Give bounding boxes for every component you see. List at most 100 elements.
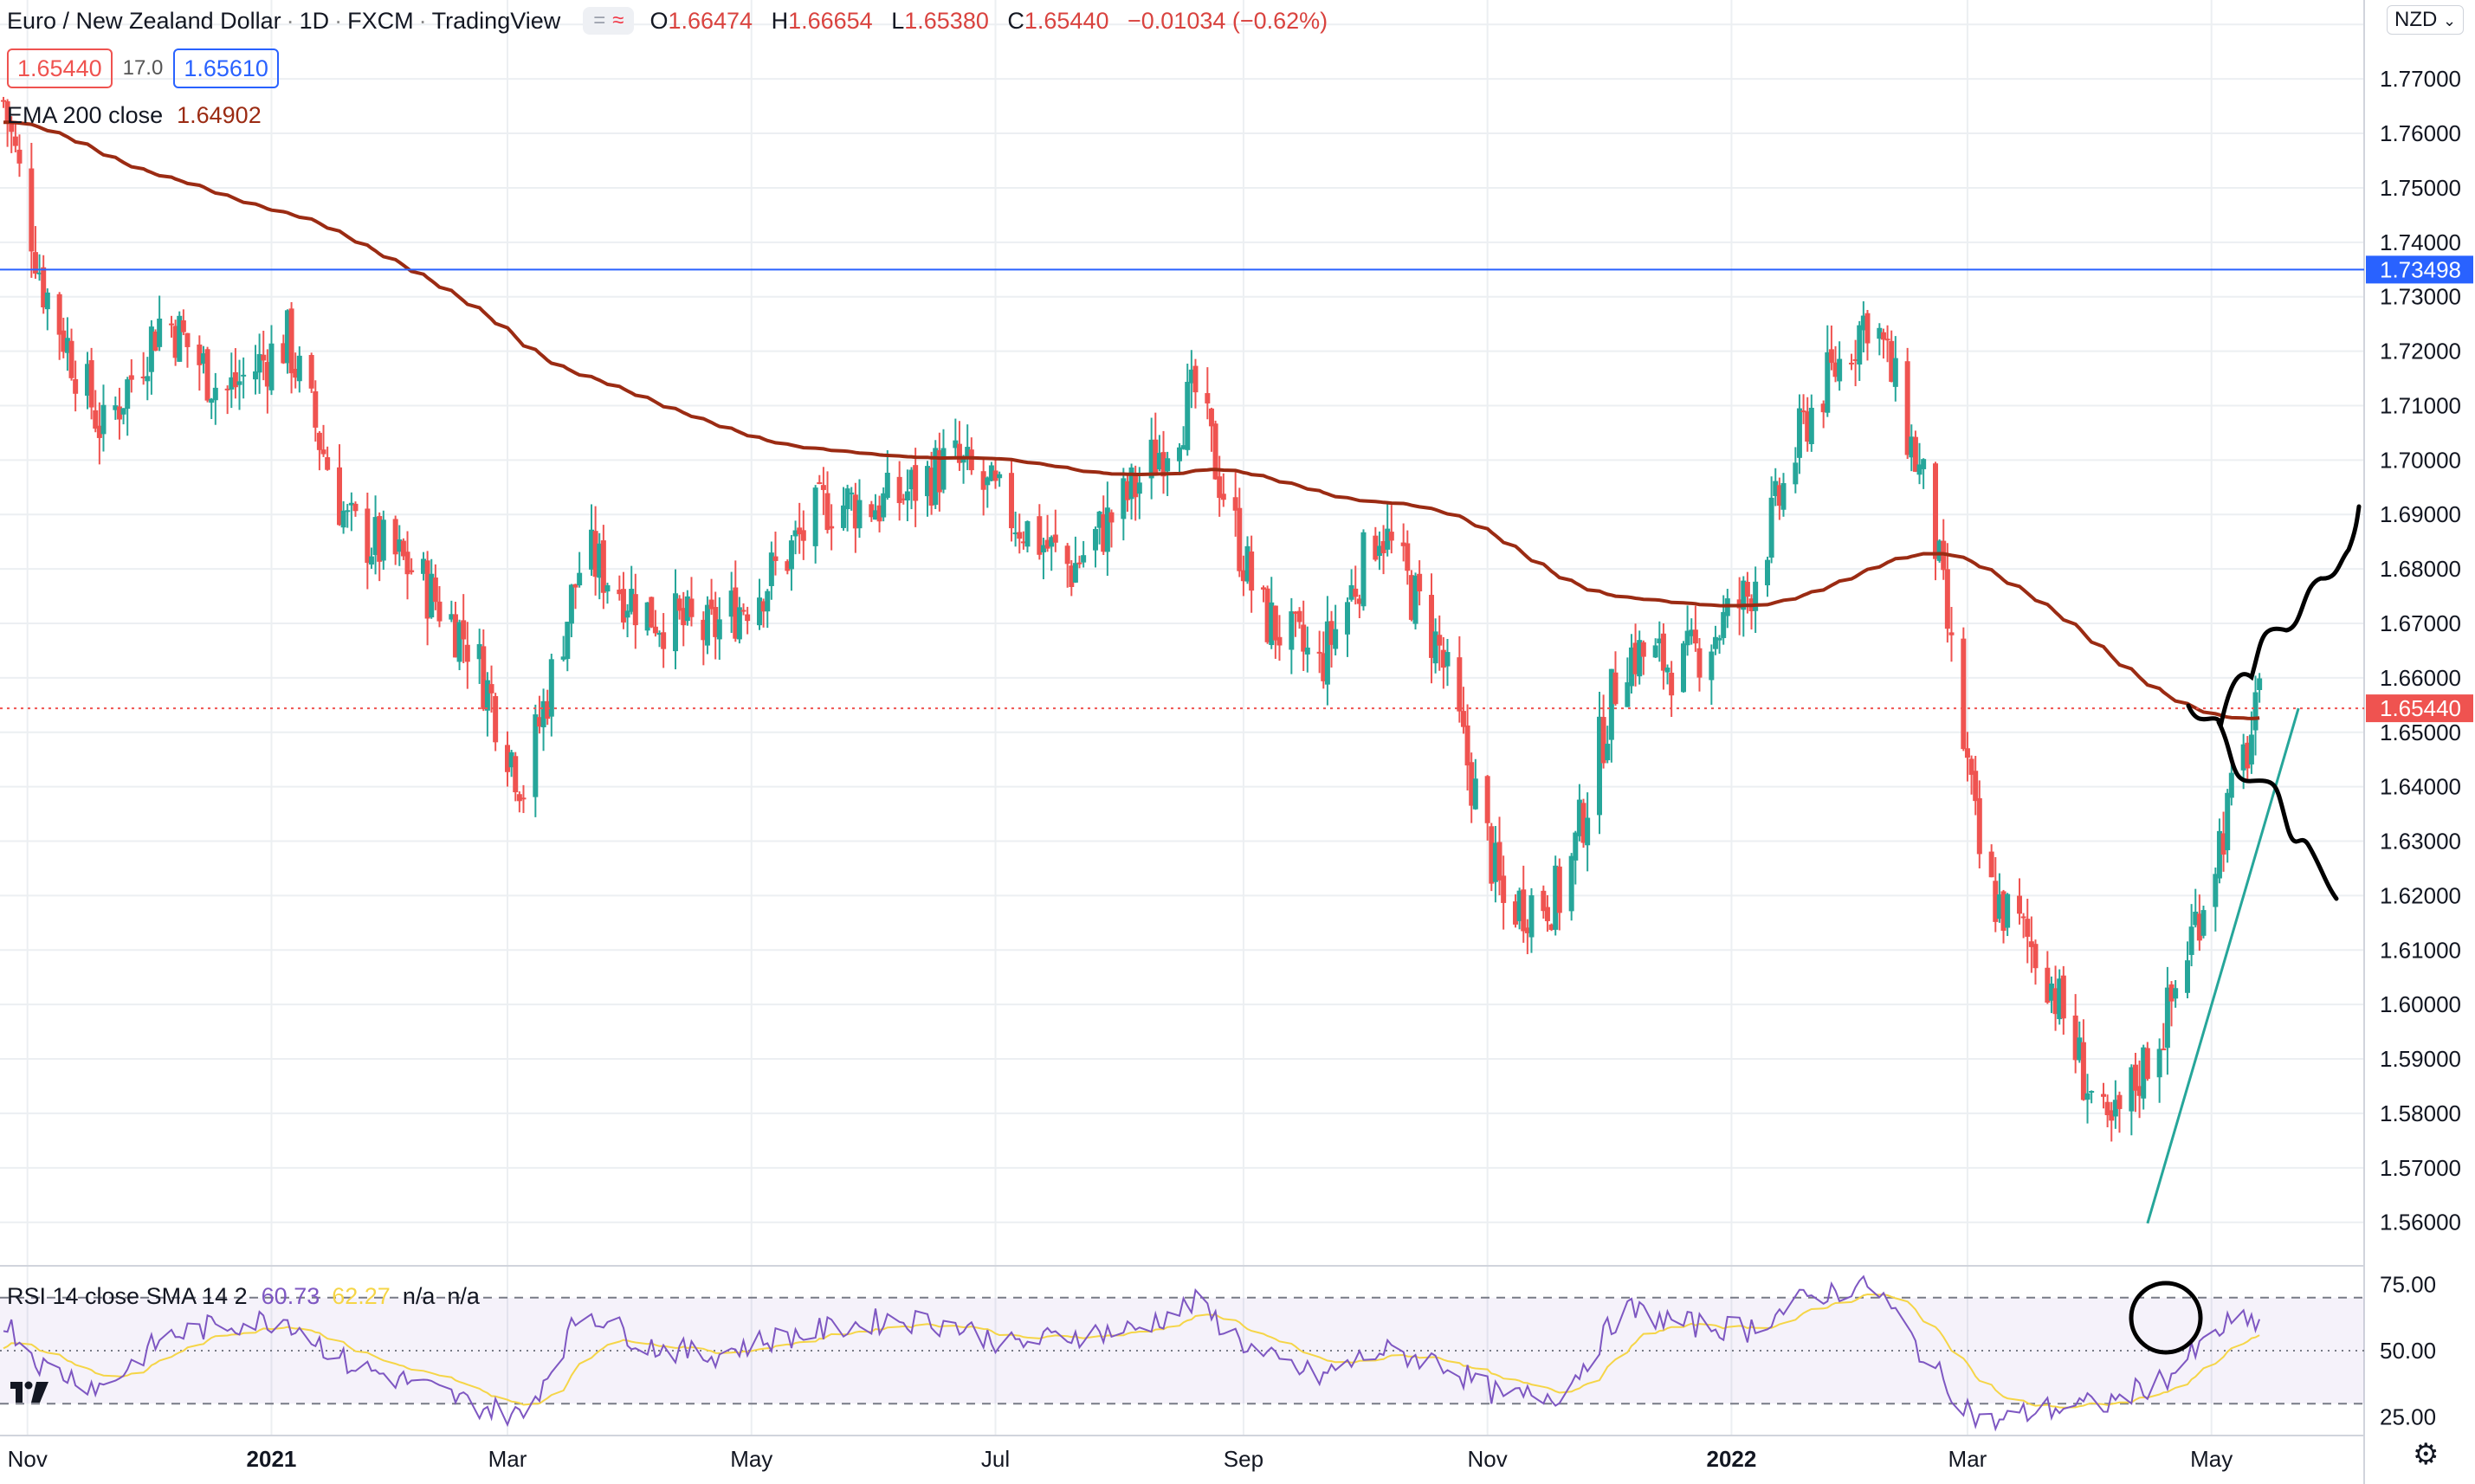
currency-button[interactable]: NZD ⌄ (2387, 5, 2465, 35)
candle-body (2240, 744, 2246, 771)
candle-body (1652, 645, 1658, 658)
settings-gear-icon[interactable]: ⚙ (2413, 1438, 2439, 1471)
rsi-legend[interactable]: RSI 14 close SMA 14 2 60.73 62.27 n/a n/… (7, 1283, 480, 1310)
price-axis-background (2365, 0, 2475, 1484)
candle-body (1124, 481, 1130, 500)
candle-body (264, 362, 270, 387)
candle-body (1556, 866, 1562, 913)
candle-body (548, 659, 554, 717)
candle-body (1968, 758, 1974, 775)
candle-body (644, 602, 650, 631)
candle-body (461, 620, 467, 640)
candle-body (797, 527, 803, 535)
candle-body (904, 491, 910, 501)
candle-body (1892, 358, 1898, 387)
candle-body (404, 552, 410, 575)
candle-body (1912, 436, 1918, 472)
candle-body (1156, 453, 1162, 470)
candle-body (1185, 382, 1191, 450)
legend-separator: · (418, 7, 427, 34)
candle-body (29, 168, 35, 252)
candle-body (488, 684, 494, 694)
scenario-scribble[interactable] (2186, 504, 2362, 729)
trendline[interactable] (2146, 707, 2300, 1224)
candle-body (1628, 647, 1634, 687)
candle-body (169, 323, 174, 326)
rsi-tick-label: 75.00 (2380, 1271, 2436, 1297)
last-price-badge-bg (2366, 694, 2473, 723)
candle-body (1933, 463, 1938, 559)
candle-body (152, 331, 158, 352)
candle-body (157, 318, 163, 347)
candle-body (1276, 636, 1283, 646)
candle-body (896, 476, 902, 504)
rsi-highlight-circle[interactable] (2129, 1281, 2203, 1355)
candle-body (372, 517, 378, 556)
candle-body (100, 404, 107, 435)
ask-button[interactable]: 1.65610 (173, 48, 279, 88)
rsi-sma-legend-value: 62.27 (332, 1283, 391, 1309)
horizontal-level-badge-bg (2366, 255, 2473, 284)
candle-body (1612, 672, 1619, 705)
price-tick-label: 1.62000 (2380, 882, 2461, 908)
symbol-name[interactable]: Euro / New Zealand Dollar (7, 7, 281, 34)
candle-body (713, 607, 719, 637)
scenario-scribble-down[interactable] (2216, 719, 2339, 901)
time-axis[interactable]: Nov 2021 Mar May Jul Sep Nov 2022 Mar May (8, 1446, 2233, 1472)
candle-body (788, 540, 794, 570)
candle-body (1072, 563, 1078, 583)
candle-body (1993, 881, 1999, 922)
candle-body (241, 374, 247, 377)
tradingview-logo-icon[interactable] (10, 1378, 48, 1413)
candle-body (2028, 941, 2034, 947)
interval[interactable]: 1D (299, 7, 330, 34)
candle-body (1429, 595, 1434, 658)
candle-body (2060, 975, 2066, 1019)
price-axis[interactable]: 1.56000 1.57000 1.58000 1.59000 1.60000 1.610… (2365, 0, 2475, 1484)
candle-body (505, 745, 510, 772)
candle-body (560, 656, 566, 660)
candle-body (1516, 890, 1522, 921)
candle-body (145, 376, 151, 382)
price-tick-label: 1.65000 (2380, 719, 2461, 745)
candle-body (268, 343, 275, 390)
candle-body (1472, 778, 1478, 810)
ema-legend[interactable]: EMA 200 close 1.64902 (7, 102, 262, 129)
candle-body (1544, 907, 1550, 921)
candle-body (676, 598, 682, 611)
candle-body (1180, 445, 1186, 449)
candle-body (869, 504, 875, 518)
candle-body (1805, 411, 1811, 442)
candle-body (1133, 473, 1139, 498)
candle-body (2084, 1093, 2091, 1100)
candle-body (1765, 559, 1770, 586)
candle-body (1684, 630, 1690, 646)
candle-body (340, 510, 346, 528)
candle-body (704, 604, 710, 646)
candle-body (2057, 978, 2063, 1020)
candle-body (1388, 532, 1394, 541)
candle-body (1333, 629, 1339, 649)
candle-body (2005, 894, 2011, 928)
time-tick-label: Mar (1948, 1446, 1987, 1472)
candle-body (2132, 1064, 2138, 1091)
candle-body (872, 510, 878, 520)
candle-body (236, 381, 242, 385)
candle-body (1916, 464, 1922, 475)
data-status-button[interactable]: = ≈ (583, 7, 635, 35)
candle-body (348, 502, 354, 506)
candle-body (992, 470, 998, 481)
candle-body (1289, 611, 1295, 650)
candle-body (1864, 313, 1871, 344)
bid-button[interactable]: 1.65440 (7, 48, 113, 88)
candle-body (1696, 648, 1703, 678)
candle-body (484, 680, 490, 711)
candle-body (681, 608, 687, 626)
candle-body (881, 493, 887, 518)
candle-body (452, 614, 458, 658)
candle-body (745, 614, 751, 622)
candle-body (652, 626, 658, 634)
candle-body (113, 405, 119, 410)
candle-body (2089, 1091, 2095, 1094)
